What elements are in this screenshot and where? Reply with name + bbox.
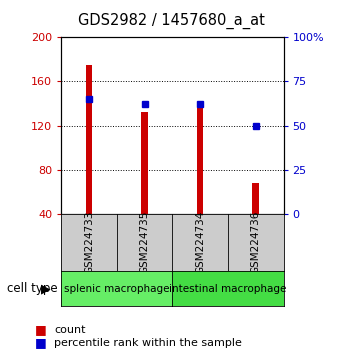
Text: intestinal macrophage: intestinal macrophage <box>169 284 287 293</box>
Text: splenic macrophage: splenic macrophage <box>64 284 169 293</box>
Text: cell type: cell type <box>7 282 58 295</box>
Text: ▶: ▶ <box>41 282 50 295</box>
Bar <box>252 183 259 214</box>
Text: count: count <box>54 325 86 335</box>
Text: ■: ■ <box>35 324 47 336</box>
Text: percentile rank within the sample: percentile rank within the sample <box>54 338 242 348</box>
Text: GSM224734: GSM224734 <box>195 211 205 274</box>
Bar <box>141 113 148 214</box>
Bar <box>197 108 203 214</box>
Text: GSM224733: GSM224733 <box>84 211 94 274</box>
Text: ■: ■ <box>35 336 47 349</box>
Text: GDS2982 / 1457680_a_at: GDS2982 / 1457680_a_at <box>78 12 265 29</box>
Text: GSM224735: GSM224735 <box>140 211 149 274</box>
Text: GSM224736: GSM224736 <box>251 211 261 274</box>
Bar <box>86 65 92 214</box>
